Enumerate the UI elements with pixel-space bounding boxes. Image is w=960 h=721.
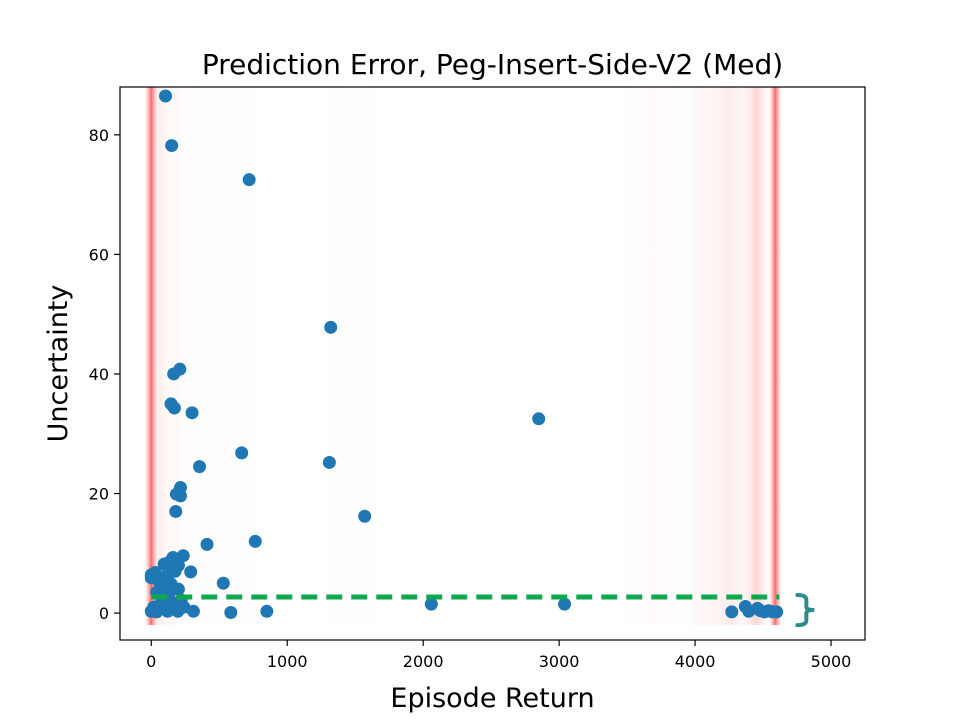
data-point: [260, 604, 274, 618]
x-tick-label: 0: [146, 652, 156, 671]
data-point: [150, 605, 164, 619]
data-point: [424, 597, 438, 611]
data-point: [322, 455, 336, 469]
y-tick-label: 60: [89, 245, 109, 264]
data-point: [184, 565, 198, 579]
density-band: [321, 87, 390, 626]
data-point: [324, 320, 338, 334]
data-point: [167, 367, 181, 381]
data-point: [235, 446, 249, 460]
x-tick-label: 1000: [267, 652, 308, 671]
data-point: [725, 605, 739, 619]
data-point: [171, 582, 185, 596]
y-tick-label: 40: [89, 365, 109, 384]
data-point: [224, 605, 238, 619]
density-band: [742, 87, 770, 626]
plot-frame: [119, 86, 866, 641]
x-tick-label: 5000: [811, 652, 852, 671]
data-point: [185, 406, 199, 420]
scatter-points: [144, 89, 784, 619]
x-tick-label: 3000: [539, 652, 580, 671]
y-axis-label: Uncertainty: [43, 285, 74, 443]
density-bands: [145, 87, 782, 626]
data-point: [169, 487, 183, 501]
x-axis-label: Episode Return: [390, 683, 594, 714]
density-band: [769, 87, 782, 626]
brace-annotation: [795, 592, 815, 628]
data-point: [171, 604, 185, 618]
y-tick-label: 80: [89, 126, 109, 145]
data-point: [159, 89, 173, 103]
data-point: [169, 504, 183, 518]
data-point: [216, 576, 230, 590]
x-tick-label: 2000: [403, 652, 444, 671]
x-tick-label: 4000: [675, 652, 716, 671]
data-point: [186, 604, 200, 618]
y-axis-ticks: 0 20 40 60 80: [89, 126, 120, 623]
data-point: [161, 604, 175, 618]
data-point: [558, 597, 572, 611]
data-point: [193, 460, 207, 474]
density-band: [178, 87, 261, 626]
data-point: [242, 173, 256, 187]
data-point: [165, 139, 179, 153]
data-point: [248, 534, 262, 548]
data-point: [358, 509, 372, 523]
chart-title: Prediction Error, Peg-Insert-Side-V2 (Me…: [202, 48, 783, 81]
density-band: [620, 87, 689, 626]
data-point: [157, 557, 171, 571]
x-axis-ticks: 0 1000 2000 3000 4000 5000: [146, 640, 851, 671]
data-point: [200, 537, 214, 551]
y-tick-label: 0: [99, 604, 109, 623]
data-point: [532, 412, 546, 426]
data-point: [167, 401, 181, 415]
data-point: [770, 605, 784, 619]
y-tick-label: 20: [89, 485, 109, 504]
